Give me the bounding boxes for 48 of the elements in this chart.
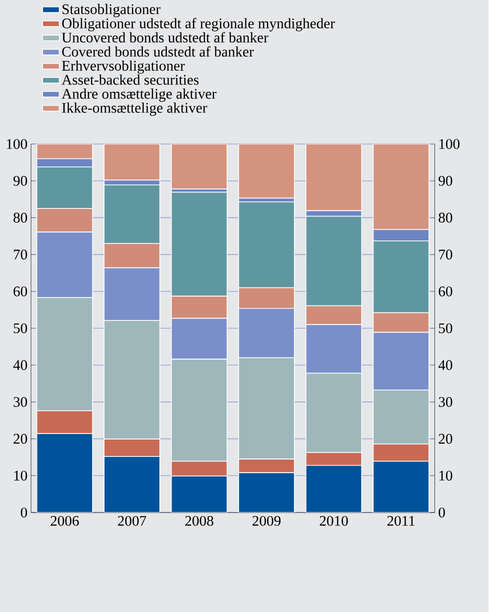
y2-tick-label: 80 — [14, 212, 28, 223]
bar — [36, 433, 94, 513]
bar — [373, 460, 430, 513]
legend-label: Asset-backed securities — [62, 74, 199, 85]
x-tick-label: 2010 — [320, 516, 348, 526]
bar — [306, 464, 362, 513]
y2-tick-label: 10 — [14, 470, 28, 481]
y2-tick-label: 0 — [21, 508, 28, 518]
y-tick-label: 30 — [439, 397, 452, 407]
y2-tick-label: 50 — [14, 323, 28, 334]
x-tick-label: 2011 — [388, 516, 415, 526]
bar — [373, 144, 430, 230]
x-tick-label: 2006 — [50, 516, 80, 526]
y2-tick-label: 20 — [14, 434, 28, 444]
bar — [36, 144, 94, 160]
bar — [238, 144, 295, 199]
bar — [104, 144, 160, 180]
legend-label: Statsobligationer — [62, 4, 161, 18]
legend-label: Covered bonds udstedt af banker — [62, 46, 254, 57]
legend-label: Obligationer udstedt af regionale myndigheder — [62, 18, 336, 32]
y2-tick-label: 40 — [13, 360, 28, 370]
y2-tick-label: 30 — [14, 397, 28, 407]
legend-label: Erhvervsobligationer — [62, 60, 185, 74]
legend-label: Uncovered bonds udstedt af banker — [62, 32, 269, 43]
y-tick-label: 10 — [440, 470, 452, 481]
y-tick-label: 50 — [439, 323, 452, 334]
y-tick-label: 0 — [438, 508, 446, 518]
legend-label: Ikke-omsættelige aktiver — [62, 102, 208, 116]
y2-tick-label: 60 — [14, 286, 28, 296]
y-tick-label: 20 — [439, 434, 452, 444]
bar — [104, 456, 160, 513]
x-tick-label: 2008 — [185, 516, 214, 526]
y-tick-label: 40 — [438, 360, 452, 370]
y2-tick-label: 90 — [14, 176, 28, 186]
x-tick-label: 2007 — [118, 516, 146, 526]
y-tick-label: 60 — [439, 286, 452, 296]
x-tick-label: 2009 — [252, 516, 281, 526]
bar — [171, 476, 228, 513]
y-tick-label: 80 — [438, 212, 452, 223]
bar — [306, 144, 362, 212]
y-tick-label: 70 — [439, 250, 452, 260]
bar — [238, 472, 295, 513]
y2-tick-label: 70 — [14, 250, 28, 260]
y2-tick-label: 100 — [7, 139, 28, 149]
y-tick-label: 90 — [438, 176, 452, 186]
bar — [171, 144, 228, 190]
legend-label: Andre omsættelige aktiver — [62, 88, 217, 102]
y-tick-label: 100 — [440, 139, 460, 149]
